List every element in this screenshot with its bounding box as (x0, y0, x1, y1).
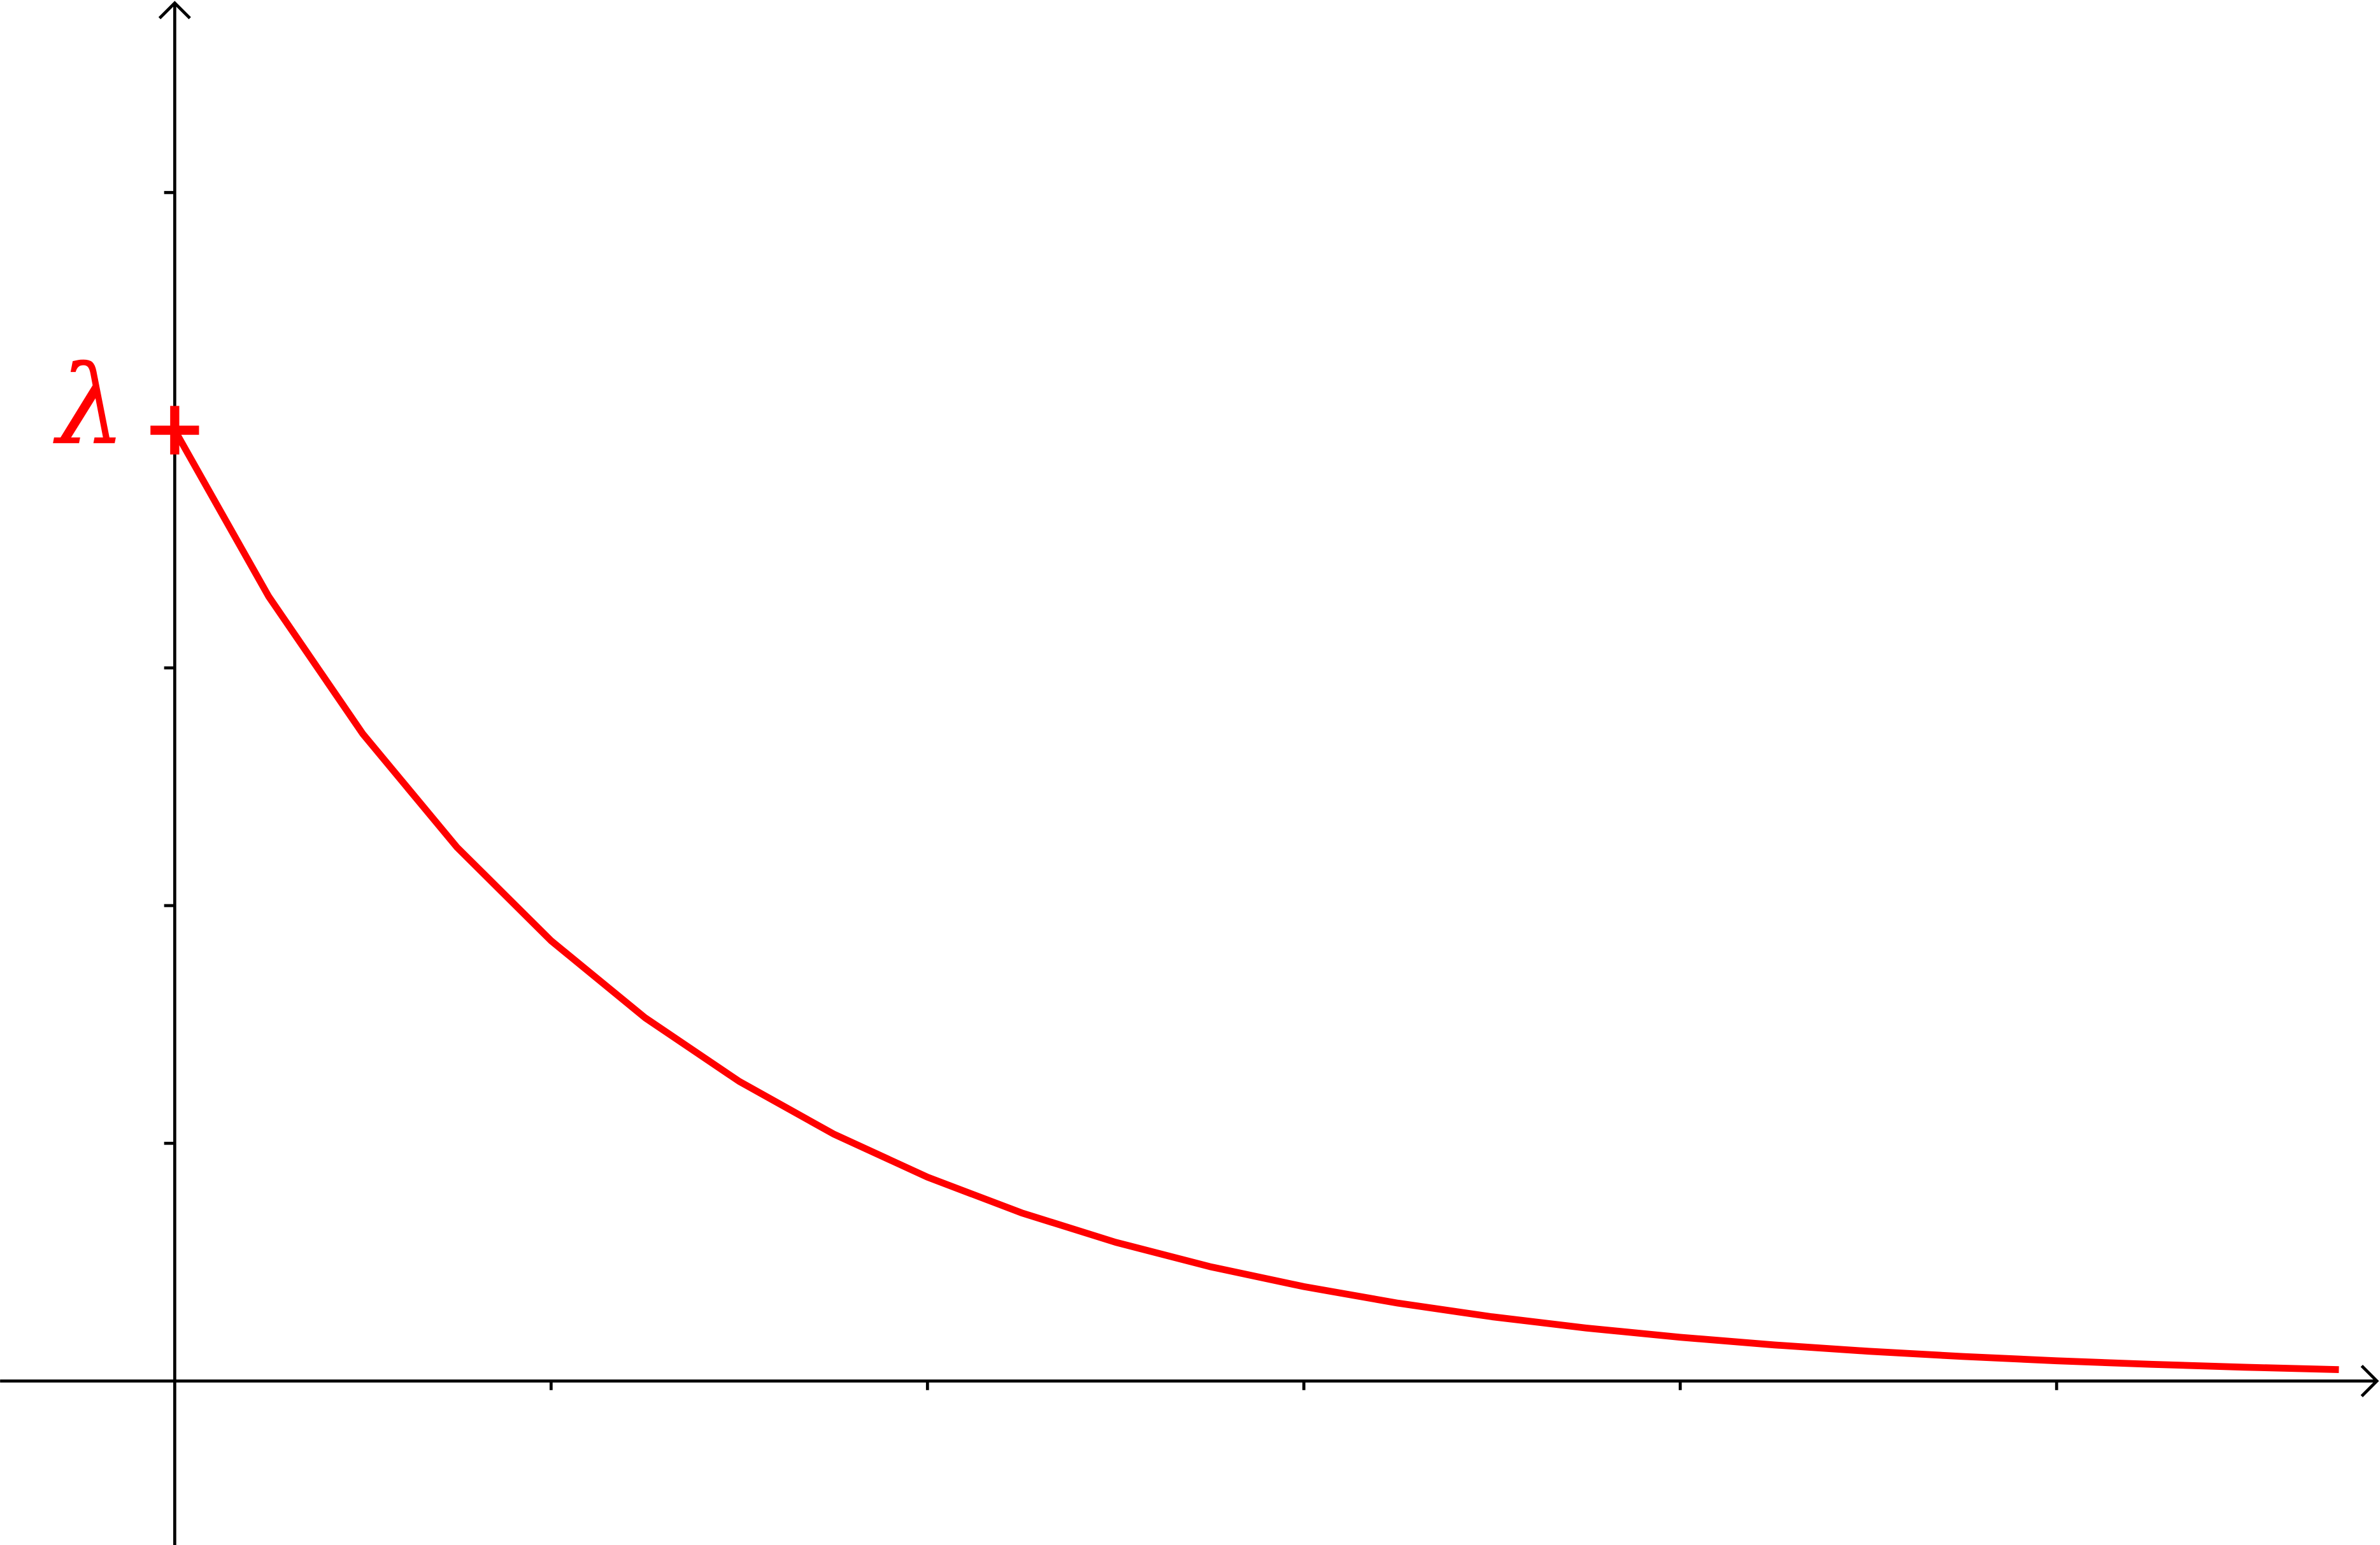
point-label: λ (53, 343, 126, 469)
x-axis-arrow (2360, 1364, 2379, 1397)
y-axis-arrow (158, 1, 191, 20)
point-marker (150, 406, 199, 455)
curve (171, 428, 2339, 1373)
